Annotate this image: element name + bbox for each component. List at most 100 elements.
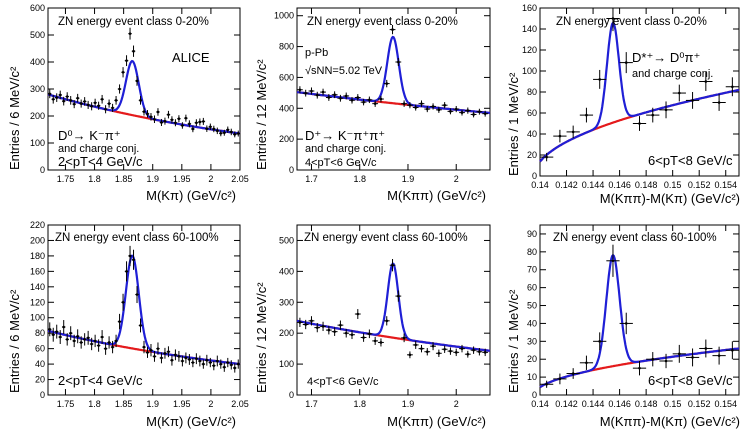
data-marker: [598, 78, 601, 81]
data-marker: [192, 128, 195, 131]
y-tick-label: 0: [40, 390, 45, 400]
y-tick-label: 30: [527, 336, 537, 346]
data-marker: [59, 336, 62, 339]
data-marker: [153, 118, 156, 121]
data-marker: [125, 270, 128, 273]
y-tick-label: 1000: [274, 11, 294, 21]
data-marker: [333, 330, 336, 333]
data-marker: [108, 341, 111, 344]
data-point: [163, 118, 166, 125]
data-point: [86, 101, 89, 109]
panel-dstar-60-100: 0.14 0.142 0.144 0.146 0.148 0.15 0.152 0.15401…: [506, 225, 740, 429]
data-marker: [638, 367, 641, 370]
data-marker: [625, 322, 628, 325]
data-point: [76, 329, 79, 343]
data-marker: [178, 117, 181, 120]
data-point: [378, 338, 384, 346]
y-tick-label: 0: [289, 390, 294, 400]
y-tick-label: 120: [522, 45, 537, 55]
y-tick-label: 100: [30, 313, 45, 323]
y-tick-label: 400: [279, 103, 294, 113]
data-point: [62, 320, 65, 334]
data-marker: [171, 118, 174, 121]
data-marker: [118, 320, 121, 323]
data-point: [303, 90, 309, 97]
y-axis-title: Entries / 1 MeV/c²: [506, 289, 521, 393]
data-point: [79, 100, 82, 108]
data-marker: [651, 114, 654, 117]
data-marker: [199, 360, 202, 363]
data-marker: [185, 357, 188, 360]
data-point: [163, 348, 166, 359]
data-marker: [420, 102, 423, 105]
data-marker: [136, 293, 139, 296]
x-tick-label: 0.15: [664, 180, 682, 190]
y-tick-label: 0: [289, 165, 294, 175]
y-tick-label: 100: [30, 138, 45, 148]
data-marker: [87, 104, 90, 107]
data-marker: [322, 91, 325, 94]
y-tick-label: 0: [532, 390, 537, 400]
data-point: [184, 353, 187, 364]
data-point: [128, 28, 131, 40]
y-tick-label: 500: [30, 30, 45, 40]
y-tick-label: 20: [527, 150, 537, 160]
data-marker: [380, 341, 383, 344]
data-point: [593, 332, 606, 350]
data-marker: [199, 121, 202, 124]
data-marker: [625, 61, 628, 64]
data-point: [436, 350, 442, 357]
data-marker: [420, 347, 423, 350]
data-marker: [705, 347, 708, 350]
data-marker: [146, 113, 149, 116]
x-tick-label: 0.146: [608, 180, 631, 190]
data-marker: [223, 131, 226, 134]
x-tick-label: 0.148: [635, 180, 658, 190]
y-tick-label: 160: [522, 3, 537, 13]
y-tick-label: 400: [279, 266, 294, 276]
x-tick-label: 2: [208, 174, 213, 184]
data-marker: [403, 102, 406, 105]
x-tick-label: 1.9: [146, 399, 159, 409]
x-tick-label: 1.8: [88, 399, 101, 409]
collision-system-label: p-Pb: [305, 47, 328, 59]
data-point: [297, 318, 303, 327]
y-tick-label: 300: [279, 297, 294, 307]
data-marker: [333, 93, 336, 96]
data-marker: [598, 340, 601, 343]
data-marker: [612, 259, 615, 262]
x-axis-title: M(Kπ) (GeV/c²): [146, 414, 236, 429]
data-marker: [104, 108, 107, 111]
data-point: [184, 115, 187, 122]
data-marker: [73, 103, 76, 106]
data-marker: [202, 363, 205, 366]
data-point: [476, 109, 482, 115]
data-marker: [731, 349, 734, 352]
x-tick-label: 1.9: [146, 174, 159, 184]
panel-title: ZN energy event class 0-20%: [307, 16, 458, 28]
data-point: [202, 118, 205, 125]
figure: 1.75 1.8 1.85 1.9 1.95 2 2.0501002003004005006…: [0, 0, 747, 436]
y-tick-label: 120: [30, 297, 45, 307]
x-tick-label: 0.144: [582, 180, 605, 190]
data-marker: [426, 108, 429, 111]
x-tick-label: 2.05: [231, 399, 249, 409]
data-point: [633, 116, 646, 131]
data-marker: [237, 132, 240, 135]
data-point: [118, 84, 121, 93]
data-marker: [181, 360, 184, 363]
data-marker: [572, 372, 575, 375]
x-tick-label: 1.85: [115, 399, 133, 409]
data-marker: [409, 104, 412, 107]
y-axis-title: Entries / 6 MeV/c²: [7, 289, 22, 393]
data-point: [156, 108, 159, 116]
charge-conj-label: and charge conj.: [632, 68, 713, 80]
data-point: [90, 102, 93, 110]
data-marks: [48, 28, 240, 138]
data-point: [237, 359, 240, 368]
data-point: [453, 349, 459, 356]
data-point: [177, 115, 180, 122]
data-marker: [69, 332, 72, 335]
data-point: [223, 363, 226, 372]
data-point: [100, 95, 103, 104]
